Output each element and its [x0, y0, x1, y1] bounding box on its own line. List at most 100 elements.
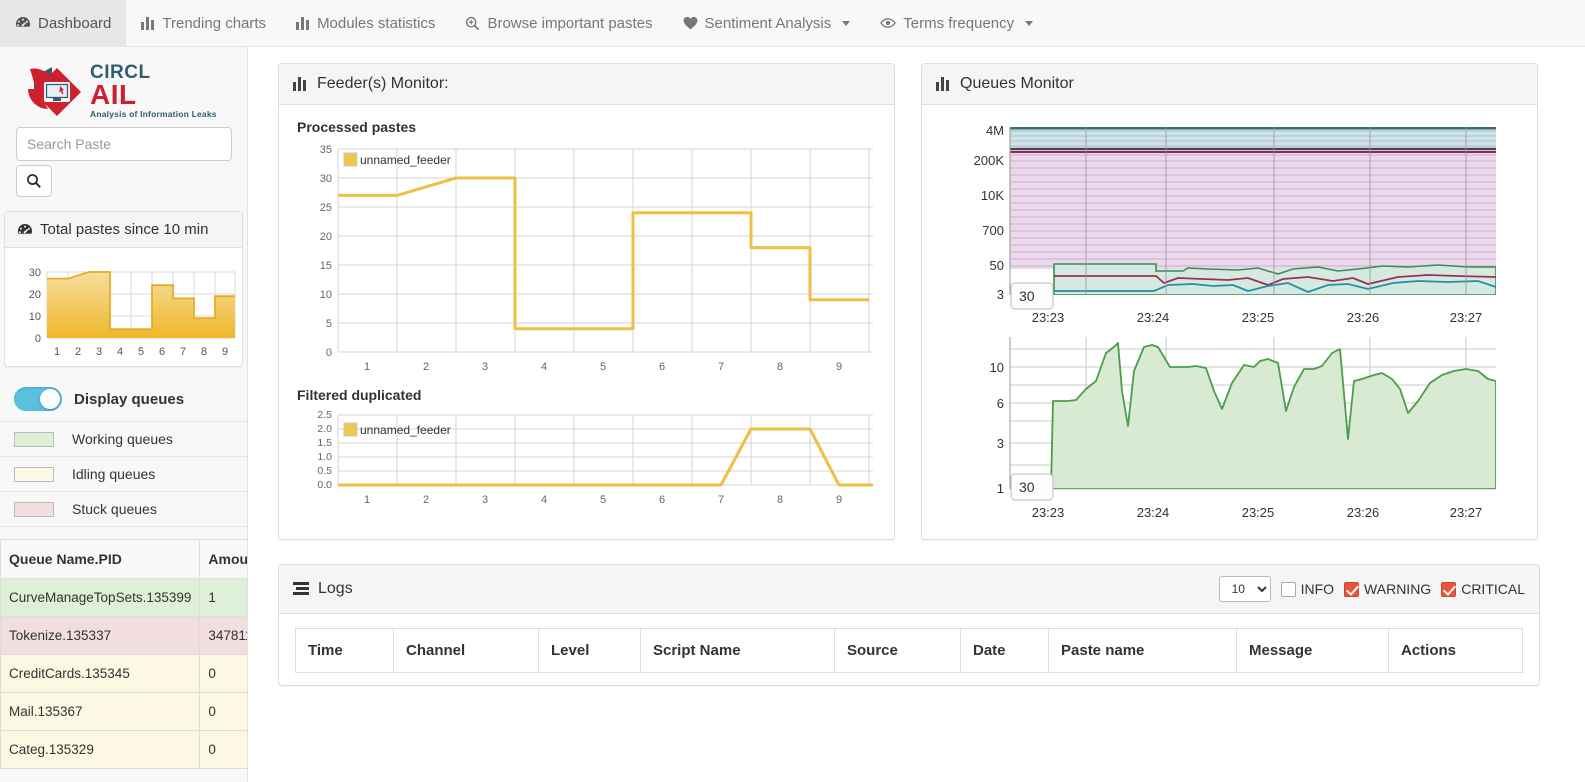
- processed-pastes-chart: 35 30 25 20 15 10 5 0 1 2 3 4 5 6 7 8 9 unnamed_fee…: [320, 144, 873, 373]
- table-row[interactable]: CreditCards.135345 0: [0, 654, 247, 693]
- svg-text:7: 7: [718, 494, 724, 506]
- svg-text:30: 30: [320, 173, 332, 185]
- filtered-duplicated-chart: 2.5 2.0 1.5 1.0 0.5 0.0 1 2 3 4 5 6 7 8 9 unnamed_…: [317, 409, 873, 506]
- ytick: 10: [990, 360, 1004, 375]
- svg-text:1: 1: [364, 494, 370, 506]
- logs-col-source[interactable]: Source: [834, 628, 961, 673]
- search-input[interactable]: [16, 127, 232, 161]
- brand-circl: CIRCL: [90, 62, 151, 84]
- queue-name: Categ.135329: [0, 730, 201, 769]
- filter-critical[interactable]: CRITICAL: [1441, 581, 1525, 597]
- legend-swatch-unnamed-feeder: [343, 422, 358, 437]
- legend-item-working: Working queues: [0, 422, 247, 457]
- processed-pastes-title: Processed pastes: [297, 119, 417, 135]
- filter-info[interactable]: INFO: [1280, 581, 1335, 597]
- logs-col-channel[interactable]: Channel: [393, 628, 539, 673]
- queue-amount: 0: [199, 654, 247, 693]
- legend-swatch-stuck: [14, 501, 54, 517]
- logs-col-level[interactable]: Level: [538, 628, 641, 673]
- logs-col-actions[interactable]: Actions: [1388, 628, 1523, 673]
- xtick: 23:27: [1450, 505, 1483, 520]
- svg-text:2.0: 2.0: [317, 423, 332, 435]
- table-row[interactable]: Categ.135329 0: [0, 730, 247, 769]
- feeders-monitor-panel: Feeder(s) Monitor: Processed pastes: [278, 63, 895, 540]
- xtick: 23:23: [1032, 505, 1065, 520]
- legend-label-unnamed-feeder: unnamed_feeder: [360, 153, 451, 167]
- table-row[interactable]: Mail.135367 0: [0, 692, 247, 731]
- logs-col-message[interactable]: Message: [1236, 628, 1389, 673]
- checkbox-warning[interactable]: [1344, 581, 1360, 597]
- dashboard-icon: [17, 222, 33, 238]
- table-row[interactable]: Tokenize.135337 3478111: [0, 616, 247, 655]
- brand-logo[interactable]: CIRCL AIL Analysis of Information Leaks: [0, 47, 247, 127]
- legend-label: Idling queues: [72, 466, 156, 482]
- nav-item-modules-statistics[interactable]: Modules statistics: [281, 0, 450, 46]
- chevron-down-icon: [1025, 20, 1034, 26]
- queues-col-amount[interactable]: Amount: [199, 539, 247, 579]
- logs-table: Time Channel Level Script Name Source Da…: [295, 628, 1523, 673]
- svg-text:0.0: 0.0: [317, 479, 332, 491]
- svg-text:2: 2: [423, 361, 429, 373]
- queues-monitor-title: Queues Monitor: [960, 75, 1074, 92]
- table-row[interactable]: CurveManageTopSets.135399 1: [0, 578, 247, 617]
- nav-item-dashboard[interactable]: Dashboard: [0, 0, 127, 46]
- logs-col-time[interactable]: Time: [295, 628, 394, 673]
- svg-text:35: 35: [320, 144, 332, 156]
- legend-label-unnamed-feeder: unnamed_feeder: [360, 423, 451, 437]
- xtick: 23:24: [1137, 310, 1170, 325]
- nav-item-terms-frequency[interactable]: Terms frequency: [865, 0, 1048, 46]
- nav-item-browse-important-pastes[interactable]: Browse important pastes: [450, 0, 667, 46]
- svg-text:1.5: 1.5: [317, 437, 332, 449]
- nav-item-trending-charts[interactable]: Trending charts: [126, 0, 281, 46]
- display-queues-label: Display queues: [74, 390, 185, 408]
- filter-info-label: INFO: [1300, 581, 1335, 597]
- queues-col-name[interactable]: Queue Name.PID: [0, 539, 201, 579]
- nav-item-sentiment-analysis[interactable]: Sentiment Analysis: [668, 0, 866, 46]
- legend-swatch-working: [14, 431, 54, 447]
- svg-text:7: 7: [180, 346, 186, 358]
- svg-text:4: 4: [117, 346, 123, 358]
- checkbox-critical[interactable]: [1441, 581, 1457, 597]
- queue-legend: Working queues Idling queues Stuck queue…: [0, 421, 247, 527]
- legend-item-idling: Idling queues: [0, 457, 247, 492]
- queue-series-maroon: [1054, 274, 1496, 286]
- search-button[interactable]: [16, 165, 52, 197]
- queue-amount: 3478111: [199, 616, 247, 655]
- monitors-row: Feeder(s) Monitor: Processed pastes: [278, 63, 1555, 540]
- queues-bottom-marker-label: 30: [1019, 479, 1035, 495]
- nav-label: Terms frequency: [903, 14, 1015, 32]
- svg-text:5: 5: [138, 346, 144, 358]
- filter-warning[interactable]: WARNING: [1344, 581, 1431, 597]
- checkbox-info[interactable]: [1280, 581, 1296, 597]
- xtick: 23:25: [1242, 505, 1275, 520]
- legend-swatch-unnamed-feeder: [343, 152, 358, 167]
- queue-amount: 0: [199, 692, 247, 731]
- logs-table-header-row: Time Channel Level Script Name Source Da…: [295, 628, 1523, 673]
- logs-header: Logs 10 25 50 100 INFO WARNIN: [279, 565, 1539, 614]
- svg-text:10: 10: [29, 311, 41, 323]
- xtick: 23:23: [1032, 310, 1065, 325]
- logs-col-paste-name[interactable]: Paste name: [1048, 628, 1237, 673]
- xtick: 23:27: [1450, 310, 1483, 325]
- queue-series-teal: [1054, 280, 1496, 293]
- brand-ail: AIL: [90, 79, 137, 111]
- search-plus-icon: [465, 16, 480, 31]
- queues-monitor-bottom-chart: 10 6 3 1 30 23:23 23:24 23:25 23:26 2: [990, 337, 1496, 520]
- svg-text:30: 30: [29, 267, 41, 279]
- logs-col-date[interactable]: Date: [960, 628, 1049, 673]
- nav-label: Browse important pastes: [487, 14, 653, 32]
- feeders-monitor-header: Feeder(s) Monitor:: [279, 64, 894, 105]
- logs-col-script-name[interactable]: Script Name: [640, 628, 835, 673]
- svg-text:3: 3: [482, 361, 488, 373]
- svg-text:20: 20: [320, 231, 332, 243]
- display-queues-toggle[interactable]: [14, 387, 62, 411]
- queues-table: Queue Name.PID Amount CurveManageTopSets…: [0, 539, 247, 769]
- svg-text:1: 1: [364, 361, 370, 373]
- sidebar: CIRCL AIL Analysis of Information Leaks …: [0, 47, 248, 782]
- nav-label: Sentiment Analysis: [704, 14, 832, 32]
- queue-name: CurveManageTopSets.135399: [0, 578, 201, 617]
- total-pastes-body: 30 20 10 0 1 2 3 4 5 6 7 8 9: [5, 248, 242, 366]
- logs-page-length-select[interactable]: 10 25 50 100: [1218, 576, 1271, 602]
- queue-name: CreditCards.135345: [0, 654, 201, 693]
- bar-chart-icon: [141, 16, 155, 30]
